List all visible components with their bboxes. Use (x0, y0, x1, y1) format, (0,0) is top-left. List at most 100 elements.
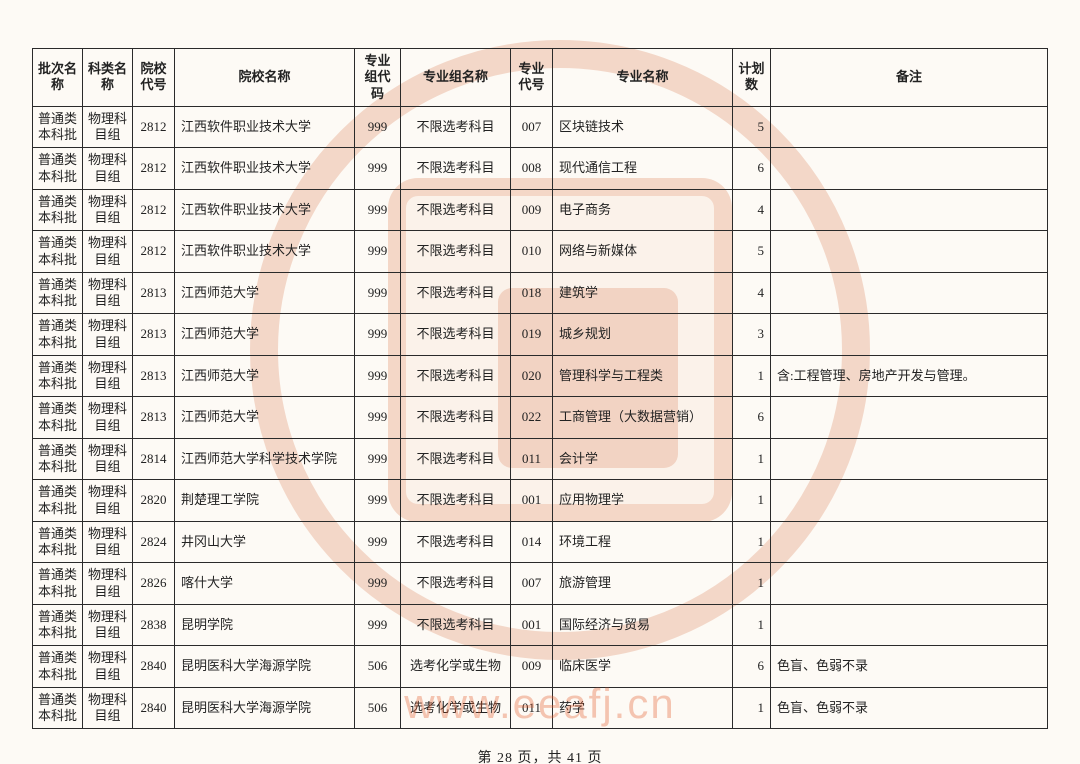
table-row: 普通类本科批物理科目组2813江西师范大学999不限选考科目022工商管理（大数… (33, 397, 1048, 439)
cell-plan: 1 (733, 521, 771, 563)
cell-group_code: 999 (355, 314, 401, 356)
cell-group_name: 不限选考科目 (401, 272, 511, 314)
cell-batch: 普通类本科批 (33, 189, 83, 231)
cell-major_code: 011 (511, 687, 553, 729)
cell-group_name: 不限选考科目 (401, 521, 511, 563)
cell-school_name: 江西师范大学 (175, 272, 355, 314)
cell-school_name: 江西师范大学 (175, 397, 355, 439)
cell-major_name: 工商管理（大数据营销） (553, 397, 733, 439)
cell-batch: 普通类本科批 (33, 521, 83, 563)
cell-school_name: 江西师范大学科学技术学院 (175, 438, 355, 480)
cell-plan: 6 (733, 646, 771, 688)
cell-subject: 物理科目组 (83, 604, 133, 646)
cell-batch: 普通类本科批 (33, 563, 83, 605)
footer-mid: 页，共 (513, 751, 567, 764)
cell-plan: 1 (733, 438, 771, 480)
cell-major_code: 001 (511, 480, 553, 522)
table-row: 普通类本科批物理科目组2838昆明学院999不限选考科目001国际经济与贸易1 (33, 604, 1048, 646)
header-plan: 计划数 (733, 49, 771, 107)
header-school-code: 院校代号 (133, 49, 175, 107)
footer-suffix: 页 (583, 751, 603, 764)
cell-school_code: 2820 (133, 480, 175, 522)
cell-subject: 物理科目组 (83, 106, 133, 148)
cell-major_name: 药学 (553, 687, 733, 729)
cell-group_code: 999 (355, 272, 401, 314)
cell-school_name: 井冈山大学 (175, 521, 355, 563)
header-remark: 备注 (771, 49, 1048, 107)
cell-group_code: 999 (355, 521, 401, 563)
cell-major_code: 022 (511, 397, 553, 439)
cell-group_code: 999 (355, 231, 401, 273)
page-footer: 第 28 页，共 41 页 (32, 747, 1048, 764)
cell-school_code: 2840 (133, 646, 175, 688)
cell-remark (771, 604, 1048, 646)
cell-major_code: 009 (511, 646, 553, 688)
cell-remark (771, 314, 1048, 356)
cell-major_code: 009 (511, 189, 553, 231)
cell-subject: 物理科目组 (83, 272, 133, 314)
cell-plan: 4 (733, 189, 771, 231)
cell-major_name: 现代通信工程 (553, 148, 733, 190)
cell-remark (771, 521, 1048, 563)
cell-school_name: 江西师范大学 (175, 355, 355, 397)
cell-group_code: 999 (355, 438, 401, 480)
cell-school_code: 2824 (133, 521, 175, 563)
table-body: 普通类本科批物理科目组2812江西软件职业技术大学999不限选考科目007区块链… (33, 106, 1048, 729)
cell-subject: 物理科目组 (83, 314, 133, 356)
cell-group_name: 不限选考科目 (401, 189, 511, 231)
cell-major_code: 011 (511, 438, 553, 480)
cell-batch: 普通类本科批 (33, 106, 83, 148)
footer-current: 28 (497, 751, 513, 764)
cell-batch: 普通类本科批 (33, 480, 83, 522)
cell-major_code: 007 (511, 563, 553, 605)
cell-batch: 普通类本科批 (33, 148, 83, 190)
cell-remark (771, 106, 1048, 148)
cell-group_name: 不限选考科目 (401, 397, 511, 439)
cell-group_code: 999 (355, 604, 401, 646)
page-container: 批次名称 科类名称 院校代号 院校名称 专业组代码 专业组名称 专业代号 专业名… (0, 0, 1080, 764)
cell-batch: 普通类本科批 (33, 604, 83, 646)
cell-major_code: 020 (511, 355, 553, 397)
cell-group_name: 不限选考科目 (401, 148, 511, 190)
cell-major_code: 008 (511, 148, 553, 190)
table-row: 普通类本科批物理科目组2840昆明医科大学海源学院506选考化学或生物011药学… (33, 687, 1048, 729)
cell-plan: 6 (733, 148, 771, 190)
cell-subject: 物理科目组 (83, 563, 133, 605)
table-row: 普通类本科批物理科目组2814江西师范大学科学技术学院999不限选考科目011会… (33, 438, 1048, 480)
cell-remark (771, 231, 1048, 273)
cell-major_name: 网络与新媒体 (553, 231, 733, 273)
cell-plan: 1 (733, 687, 771, 729)
cell-major_name: 电子商务 (553, 189, 733, 231)
cell-major_code: 019 (511, 314, 553, 356)
cell-subject: 物理科目组 (83, 148, 133, 190)
table-header-row: 批次名称 科类名称 院校代号 院校名称 专业组代码 专业组名称 专业代号 专业名… (33, 49, 1048, 107)
cell-remark (771, 563, 1048, 605)
cell-school_name: 昆明学院 (175, 604, 355, 646)
cell-group_name: 选考化学或生物 (401, 687, 511, 729)
cell-remark: 色盲、色弱不录 (771, 646, 1048, 688)
header-group-code: 专业组代码 (355, 49, 401, 107)
footer-total: 41 (567, 751, 583, 764)
cell-major_code: 007 (511, 106, 553, 148)
cell-school_name: 江西师范大学 (175, 314, 355, 356)
cell-group_name: 选考化学或生物 (401, 646, 511, 688)
cell-group_code: 506 (355, 646, 401, 688)
cell-plan: 5 (733, 106, 771, 148)
cell-school_code: 2812 (133, 106, 175, 148)
cell-school_name: 江西软件职业技术大学 (175, 189, 355, 231)
cell-group_code: 999 (355, 397, 401, 439)
table-row: 普通类本科批物理科目组2813江西师范大学999不限选考科目020管理科学与工程… (33, 355, 1048, 397)
cell-plan: 3 (733, 314, 771, 356)
cell-school_name: 昆明医科大学海源学院 (175, 687, 355, 729)
table-row: 普通类本科批物理科目组2820荆楚理工学院999不限选考科目001应用物理学1 (33, 480, 1048, 522)
cell-major_name: 建筑学 (553, 272, 733, 314)
cell-batch: 普通类本科批 (33, 355, 83, 397)
cell-batch: 普通类本科批 (33, 397, 83, 439)
cell-remark: 色盲、色弱不录 (771, 687, 1048, 729)
cell-batch: 普通类本科批 (33, 272, 83, 314)
cell-school_code: 2813 (133, 272, 175, 314)
cell-school_name: 江西软件职业技术大学 (175, 148, 355, 190)
cell-subject: 物理科目组 (83, 231, 133, 273)
cell-major_name: 旅游管理 (553, 563, 733, 605)
cell-major_name: 临床医学 (553, 646, 733, 688)
